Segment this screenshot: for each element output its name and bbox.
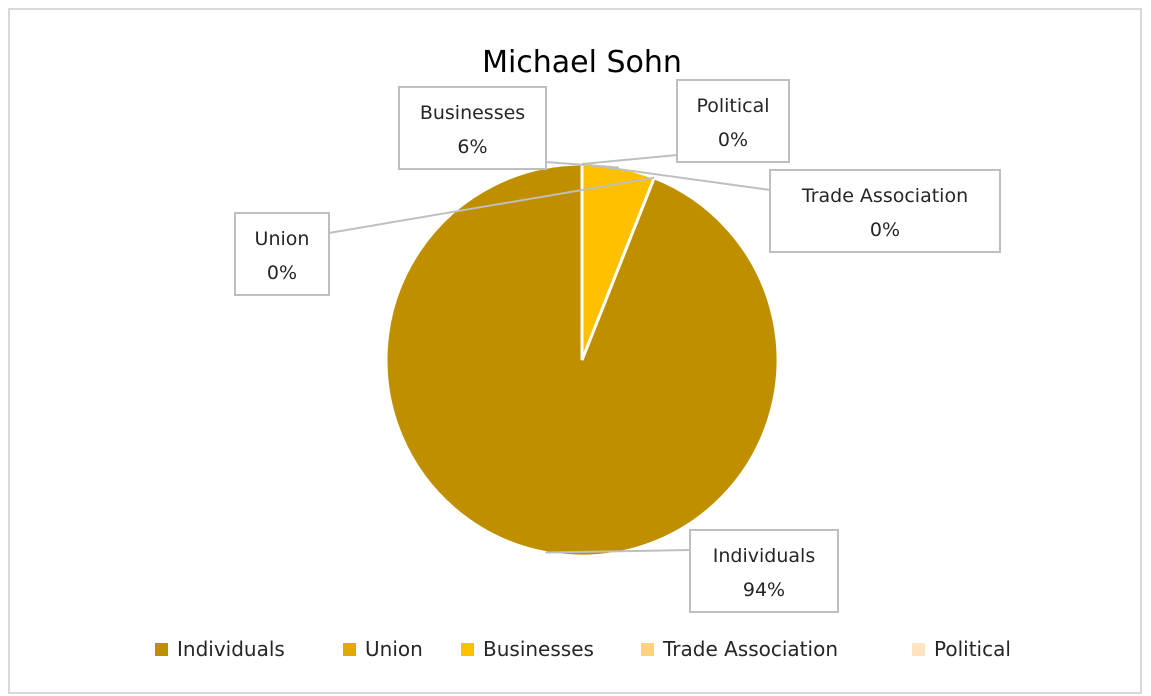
data-label-name-union: Union — [255, 228, 310, 250]
legend-label-union: Union — [365, 637, 423, 661]
legend-label-businesses: Businesses — [483, 637, 594, 661]
legend-label-individuals: Individuals — [177, 637, 285, 661]
legend: Individuals Union Businesses Trade Associat… — [155, 637, 1011, 661]
leader-line-individuals — [545, 549, 691, 554]
leader-line-trade-association — [581, 163, 771, 191]
data-label-box-union — [234, 212, 330, 296]
data-label-percent-political: 0% — [718, 129, 748, 151]
legend-swatch-trade-association — [641, 643, 654, 656]
chart-title: Michael Sohn — [482, 45, 682, 80]
data-label-percent-businesses: 6% — [457, 136, 487, 158]
leader-line-political — [581, 154, 678, 165]
legend-swatch-union — [343, 643, 356, 656]
pie-slices — [384, 162, 780, 558]
data-label-name-trade-association: Trade Association — [801, 185, 968, 207]
data-label-percent-union: 0% — [267, 262, 297, 284]
data-label-percent-individuals: 94% — [743, 579, 785, 601]
legend-swatch-businesses — [461, 643, 474, 656]
data-label-name-political: Political — [696, 95, 769, 117]
data-label-box-individuals — [689, 529, 839, 613]
data-label-box-businesses — [398, 86, 547, 170]
data-label-name-businesses: Businesses — [420, 102, 525, 124]
legend-label-political: Political — [934, 637, 1011, 661]
data-label-box-political — [676, 79, 790, 163]
legend-label-trade-association: Trade Association — [662, 637, 838, 661]
data-labels: Individuals 94% Union 0% Businesses 6% Trade A… — [234, 79, 1001, 613]
leader-line-union — [328, 176, 655, 234]
data-label-name-individuals: Individuals — [713, 545, 815, 567]
data-label-percent-trade-association: 0% — [870, 219, 900, 241]
legend-swatch-political — [912, 643, 925, 656]
data-label-box-trade-association — [769, 169, 1001, 253]
legend-swatch-individuals — [155, 643, 168, 656]
